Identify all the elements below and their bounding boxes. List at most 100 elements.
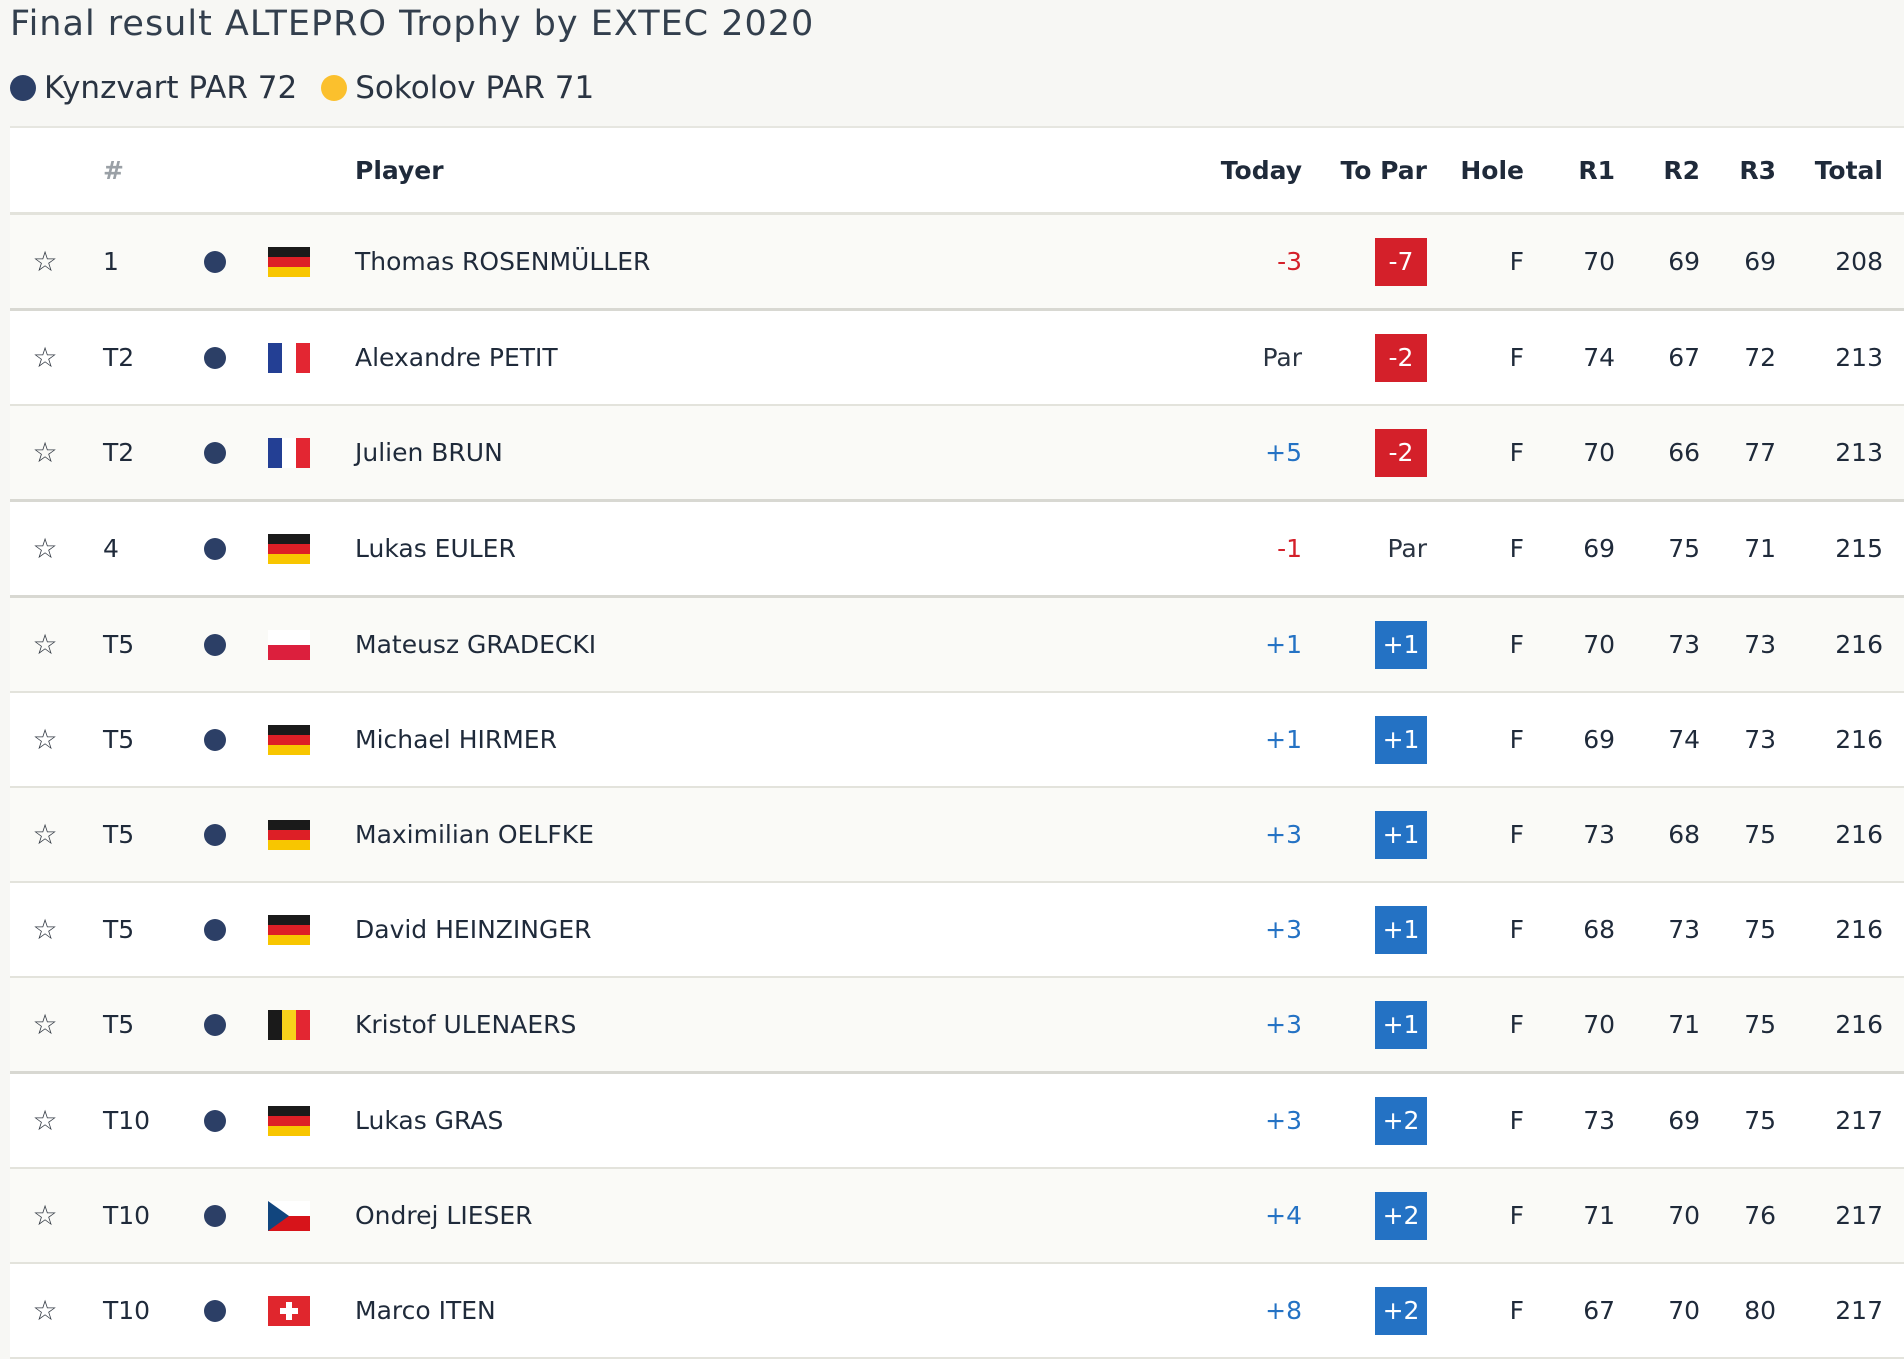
hole-cell: F: [1509, 630, 1524, 659]
position-cell: T2: [103, 343, 135, 372]
favorite-star-button[interactable]: ☆: [30, 1169, 60, 1262]
table-row[interactable]: ☆ T5 Kristof ULENAERS +3 +1 F 70 71 75 216: [10, 978, 1904, 1074]
table-row[interactable]: ☆ 4 Lukas EULER -1 Par F 69 75 71 215: [10, 502, 1904, 598]
player-name[interactable]: Lukas EULER: [355, 534, 516, 563]
round-1-score: 70: [1583, 630, 1615, 659]
round-3-score: 76: [1744, 1201, 1776, 1230]
header-r3[interactable]: R3: [1739, 155, 1776, 185]
star-outline-icon: ☆: [32, 340, 58, 374]
round-3-score: 73: [1744, 725, 1776, 754]
favorite-star-button[interactable]: ☆: [30, 978, 60, 1071]
round-3-score: 73: [1744, 630, 1776, 659]
today-score: +3: [1265, 915, 1302, 944]
player-name[interactable]: Ondrej LIESER: [355, 1201, 533, 1230]
leaderboard-table: # Player Today To Par Hole R1 R2 R3 Tota…: [10, 126, 1904, 1359]
flag-cell: [267, 883, 311, 976]
favorite-star-button[interactable]: ☆: [30, 788, 60, 881]
favorite-star-button[interactable]: ☆: [30, 883, 60, 976]
star-outline-icon: ☆: [32, 722, 58, 756]
table-header: # Player Today To Par Hole R1 R2 R3 Tota…: [10, 126, 1904, 215]
header-to-par[interactable]: To Par: [1340, 155, 1427, 185]
to-par-cell: +2: [1315, 1169, 1427, 1262]
round-2-score: 69: [1668, 247, 1700, 276]
favorite-star-button[interactable]: ☆: [30, 693, 60, 786]
course-dot-icon: [321, 75, 348, 101]
position-cell: T2: [103, 438, 135, 467]
table-row[interactable]: ☆ T5 Mateusz GRADECKI +1 +1 F 70 73 73 216: [10, 598, 1904, 693]
table-row[interactable]: ☆ T10 Marco ITEN +8 +2 F 67 70 80 217: [10, 1264, 1904, 1359]
to-par-cell: +1: [1315, 693, 1427, 786]
favorite-star-button[interactable]: ☆: [30, 1264, 60, 1357]
player-name[interactable]: Alexandre PETIT: [355, 343, 558, 372]
round-1-score: 71: [1583, 1201, 1615, 1230]
hole-cell: F: [1509, 1296, 1524, 1325]
player-name[interactable]: Maximilian OELFKE: [355, 820, 594, 849]
favorite-star-button[interactable]: ☆: [30, 1074, 60, 1167]
course-cell: [195, 215, 235, 308]
to-par-badge: +1: [1375, 620, 1427, 669]
favorite-star-button[interactable]: ☆: [30, 406, 60, 499]
to-par-badge: +1: [1375, 1000, 1427, 1049]
course-dot-icon: [204, 441, 226, 464]
today-score: +3: [1265, 820, 1302, 849]
switzerland-flag-icon: [268, 1295, 310, 1326]
player-name[interactable]: Thomas ROSENMÜLLER: [355, 247, 651, 276]
player-name[interactable]: Julien BRUN: [355, 438, 503, 467]
player-name[interactable]: Lukas GRAS: [355, 1106, 504, 1135]
course-cell: [195, 693, 235, 786]
table-row[interactable]: ☆ T5 Michael HIRMER +1 +1 F 69 74 73 216: [10, 693, 1904, 788]
course-cell: [195, 788, 235, 881]
table-row[interactable]: ☆ T10 Lukas GRAS +3 +2 F 73 69 75 217: [10, 1074, 1904, 1169]
today-score: +1: [1265, 725, 1302, 754]
course-dot-icon: [204, 537, 226, 560]
flag-cell: [267, 978, 311, 1071]
header-r1[interactable]: R1: [1578, 155, 1615, 185]
favorite-star-button[interactable]: ☆: [30, 598, 60, 691]
header-position[interactable]: #: [103, 155, 124, 185]
header-today[interactable]: Today: [1220, 155, 1302, 185]
course-cell: [195, 1074, 235, 1167]
course-cell: [195, 1169, 235, 1262]
hole-cell: F: [1509, 725, 1524, 754]
hole-cell: F: [1509, 438, 1524, 467]
header-hole[interactable]: Hole: [1460, 155, 1524, 185]
round-1-score: 70: [1583, 1010, 1615, 1039]
star-outline-icon: ☆: [32, 912, 58, 946]
round-2-score: 68: [1668, 820, 1700, 849]
player-name[interactable]: Marco ITEN: [355, 1296, 496, 1325]
to-par-badge: +1: [1375, 715, 1427, 764]
total-score: 208: [1835, 247, 1883, 276]
round-2-score: 73: [1668, 915, 1700, 944]
table-row[interactable]: ☆ T5 David HEINZINGER +3 +1 F 68 73 75 216: [10, 883, 1904, 978]
header-r2[interactable]: R2: [1663, 155, 1700, 185]
course-dot-icon: [204, 1013, 226, 1036]
table-row[interactable]: ☆ T5 Maximilian OELFKE +3 +1 F 73 68 75 216: [10, 788, 1904, 883]
poland-flag-icon: [268, 629, 310, 660]
course-dot-icon: [204, 250, 226, 273]
player-name[interactable]: Michael HIRMER: [355, 725, 557, 754]
table-row[interactable]: ☆ T10 Ondrej LIESER +4 +2 F 71 70 76 217: [10, 1169, 1904, 1264]
favorite-star-button[interactable]: ☆: [30, 311, 60, 404]
to-par-badge: +2: [1375, 1191, 1427, 1240]
total-score: 216: [1835, 630, 1883, 659]
favorite-star-button[interactable]: ☆: [30, 502, 60, 595]
to-par-cell: +2: [1315, 1264, 1427, 1357]
header-total[interactable]: Total: [1814, 155, 1883, 185]
player-name[interactable]: Kristof ULENAERS: [355, 1010, 577, 1039]
germany-flag-icon: [268, 1105, 310, 1136]
flag-cell: [267, 598, 311, 691]
flag-cell: [267, 406, 311, 499]
table-row[interactable]: ☆ 1 Thomas ROSENMÜLLER -3 -7 F 70 69 69 208: [10, 215, 1904, 311]
star-outline-icon: ☆: [32, 627, 58, 661]
germany-flag-icon: [268, 533, 310, 564]
table-row[interactable]: ☆ T2 Julien BRUN +5 -2 F 70 66 77 213: [10, 406, 1904, 502]
course-dot-icon: [204, 823, 226, 846]
player-name[interactable]: David HEINZINGER: [355, 915, 592, 944]
table-row[interactable]: ☆ T2 Alexandre PETIT Par -2 F 74 67 72 213: [10, 311, 1904, 406]
round-1-score: 68: [1583, 915, 1615, 944]
header-player[interactable]: Player: [355, 155, 444, 185]
player-name[interactable]: Mateusz GRADECKI: [355, 630, 597, 659]
star-outline-icon: ☆: [32, 817, 58, 851]
favorite-star-button[interactable]: ☆: [30, 215, 60, 308]
